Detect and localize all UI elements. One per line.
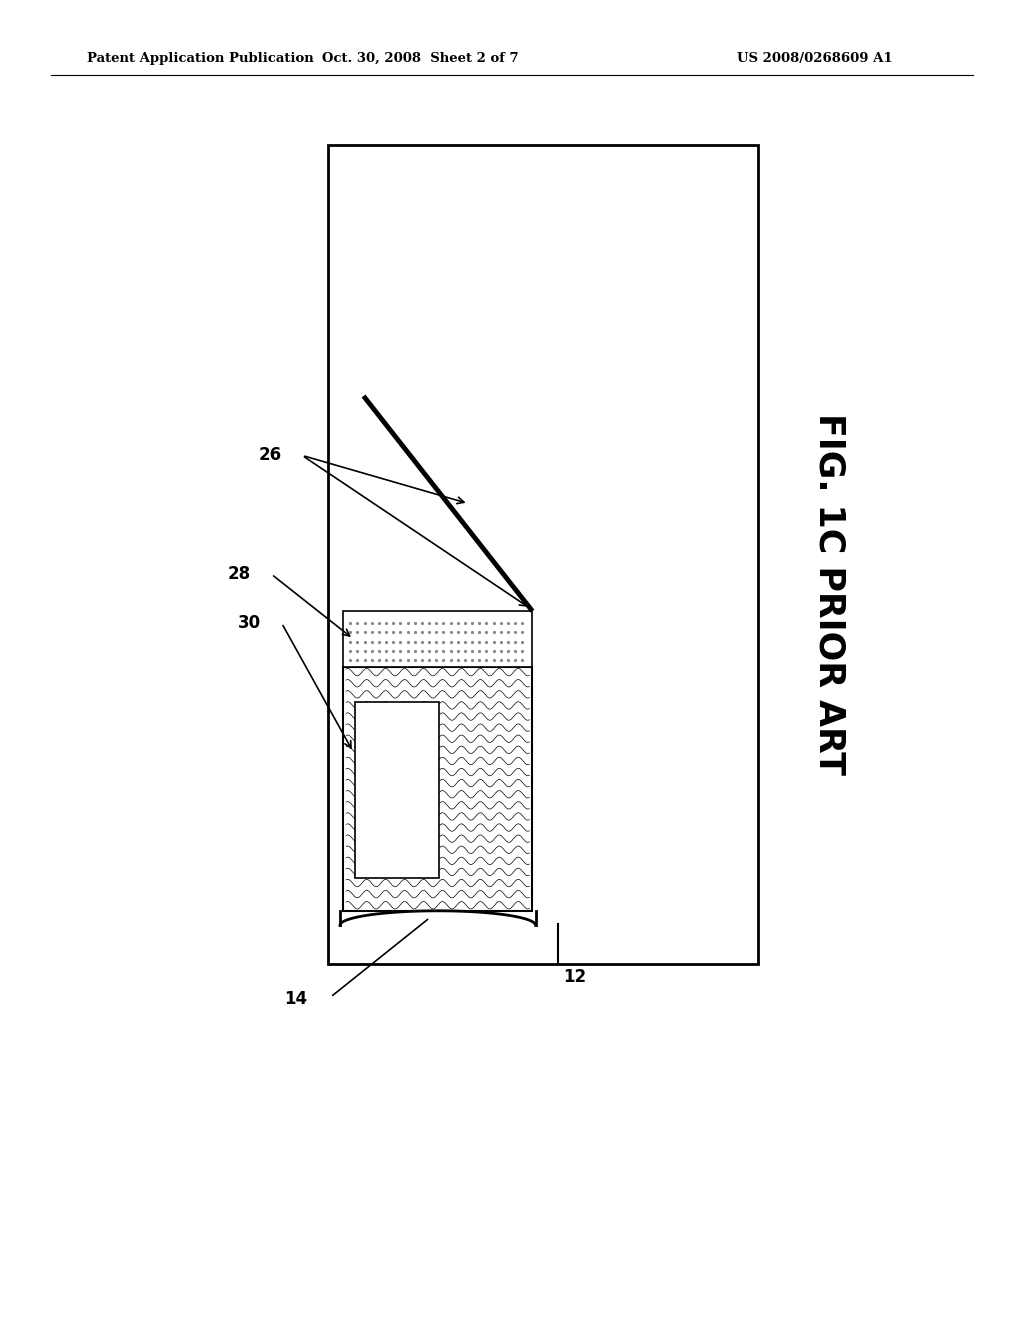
Bar — [328, 145, 758, 964]
Text: Oct. 30, 2008  Sheet 2 of 7: Oct. 30, 2008 Sheet 2 of 7 — [322, 51, 518, 65]
Text: FIG. 1C PRIOR ART: FIG. 1C PRIOR ART — [812, 413, 847, 775]
Bar — [355, 702, 438, 878]
Text: 30: 30 — [238, 614, 261, 632]
Text: Patent Application Publication: Patent Application Publication — [87, 51, 313, 65]
Text: 28: 28 — [227, 565, 251, 583]
Bar — [343, 611, 532, 667]
Text: US 2008/0268609 A1: US 2008/0268609 A1 — [737, 51, 893, 65]
Text: 26: 26 — [258, 446, 282, 465]
Text: 14: 14 — [284, 990, 307, 1008]
Bar — [343, 667, 532, 911]
Text: 12: 12 — [563, 968, 587, 986]
